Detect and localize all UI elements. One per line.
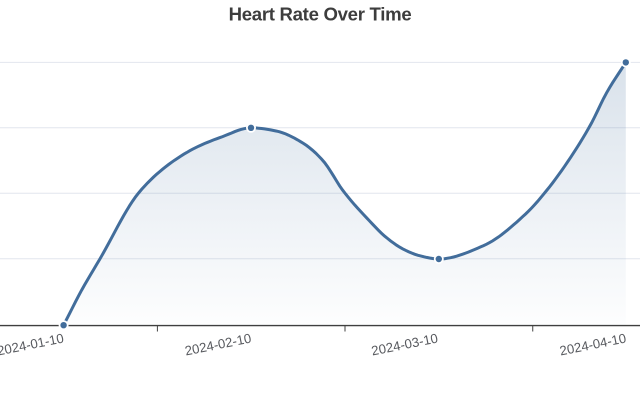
svg-text:Heart Rate Over Time: Heart Rate Over Time — [229, 3, 412, 24]
